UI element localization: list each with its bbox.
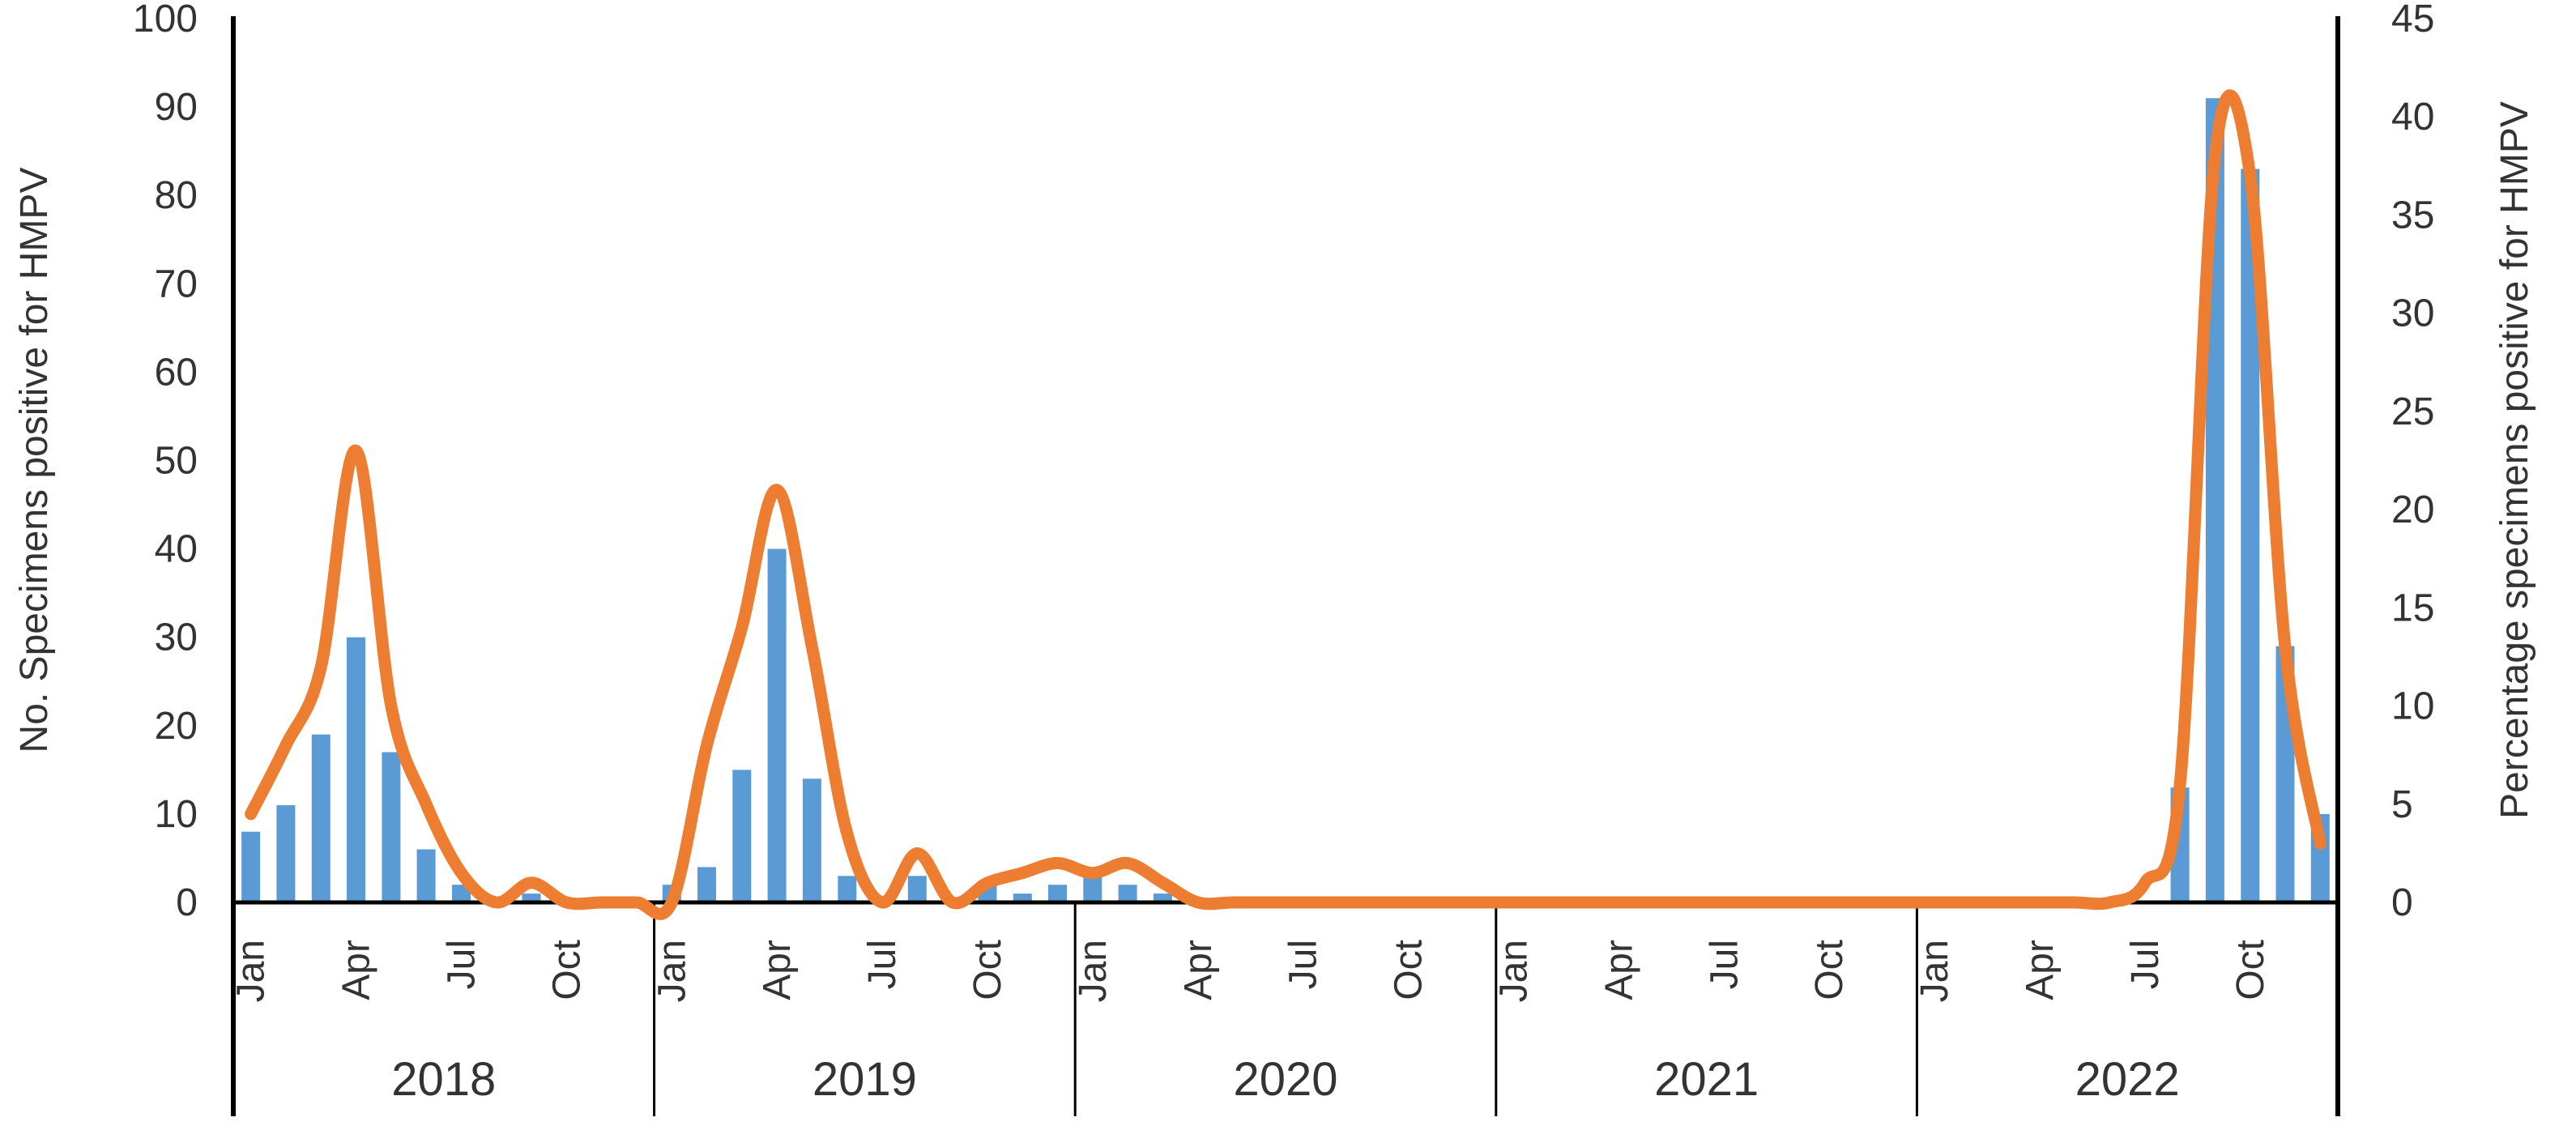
- year-label: 2021: [1654, 1053, 1759, 1106]
- right-axis-title: Percentage specimens positive for HMPV: [2493, 101, 2536, 819]
- right-axis-tick-label: 5: [2391, 783, 2413, 826]
- specimen-count-bar: [1153, 894, 1172, 902]
- left-axis-tick-label: 40: [155, 528, 198, 571]
- year-label: 2019: [812, 1053, 917, 1106]
- right-axis-tick-label: 0: [2391, 881, 2413, 924]
- right-axis-tick-label: 30: [2391, 292, 2434, 335]
- left-axis-tick-label: 10: [155, 793, 198, 836]
- year-label: 2022: [2075, 1053, 2180, 1106]
- month-tick-label: Oct: [1808, 940, 1851, 1000]
- right-axis-line: [2335, 16, 2340, 1116]
- month-tick-label: Jul: [2124, 940, 2167, 989]
- year-separator-line: [1495, 902, 1498, 1116]
- month-tick-label: Apr: [335, 940, 378, 1000]
- left-axis-tick-label: 50: [155, 440, 198, 483]
- percentage-positive-line: [245, 89, 2327, 920]
- month-tick-label: Apr: [756, 940, 799, 1000]
- left-axis-tick-label: 0: [176, 881, 198, 924]
- specimen-count-bar: [311, 734, 331, 902]
- month-tick-label: Jul: [861, 940, 904, 989]
- specimen-count-bar: [382, 752, 401, 902]
- right-axis-tick-label: 40: [2391, 96, 2434, 139]
- month-tick-label: Apr: [2019, 940, 2062, 1000]
- month-tick-label: Apr: [1597, 940, 1640, 1000]
- month-tick-label: Jan: [1913, 940, 1956, 1002]
- specimen-count-bar: [838, 876, 857, 902]
- left-axis-tick-label: 60: [155, 351, 198, 394]
- specimen-count-bar: [2241, 168, 2260, 902]
- left-axis-tick-label: 90: [155, 86, 198, 129]
- axis-labels: 0 10 20 30 40 50 60 70 80 90 100 0 5 10 15 20 25 30 35 40 45…: [133, 0, 2434, 1106]
- specimen-count-bar: [767, 548, 787, 902]
- specimen-count-bar: [276, 805, 296, 902]
- month-tick-label: Jan: [1072, 940, 1115, 1002]
- year-separator-line: [1915, 902, 1918, 1116]
- left-axis-tick-label: 30: [155, 616, 198, 659]
- specimen-count-bar: [1083, 876, 1102, 902]
- specimen-count-bar: [452, 885, 471, 902]
- month-tick-label: Oct: [2229, 940, 2272, 1000]
- month-tick-label: Oct: [545, 940, 588, 1000]
- month-tick-label: Oct: [1388, 940, 1431, 1000]
- bar-series: [241, 98, 2330, 903]
- month-tick-label: Jul: [1282, 940, 1325, 989]
- month-tick-label: Jan: [230, 940, 273, 1002]
- specimen-count-bar: [732, 770, 752, 903]
- specimen-count-bar: [522, 894, 541, 902]
- specimen-count-bar: [1013, 894, 1032, 902]
- specimen-count-bar: [697, 867, 716, 902]
- month-tick-label: Jul: [441, 940, 484, 989]
- left-axis-line: [231, 16, 236, 1116]
- year-label: 2020: [1233, 1053, 1337, 1106]
- right-axis-tick-label: 25: [2391, 390, 2434, 433]
- specimen-count-bar: [1118, 885, 1137, 902]
- specimen-count-bar: [907, 876, 927, 902]
- left-axis-title: No. Specimens positive for HMPV: [13, 168, 56, 753]
- month-tick-label: Apr: [1177, 940, 1220, 1000]
- month-tick-label: Jan: [1492, 940, 1535, 1002]
- left-axis-tick-label: 100: [133, 0, 198, 41]
- year-label: 2018: [391, 1053, 496, 1106]
- right-axis-tick-label: 35: [2391, 194, 2434, 237]
- right-axis-tick-label: 20: [2391, 488, 2434, 531]
- right-axis-tick-label: 15: [2391, 586, 2434, 629]
- percentage-line-series: [245, 89, 2327, 920]
- left-axis-tick-label: 80: [155, 174, 198, 217]
- month-tick-label: Oct: [966, 940, 1009, 1000]
- month-tick-label: Jan: [650, 940, 693, 1002]
- specimen-count-bar: [416, 849, 436, 902]
- left-axis-tick-label: 70: [155, 262, 198, 305]
- month-tick-label: Jul: [1703, 940, 1746, 989]
- year-separator-line: [653, 902, 656, 1116]
- right-axis-tick-label: 45: [2391, 0, 2434, 41]
- specimen-count-bar: [1048, 885, 1067, 902]
- specimen-count-bar: [802, 778, 821, 902]
- year-separator-line: [1073, 902, 1077, 1116]
- specimen-count-bar: [241, 831, 261, 902]
- right-axis-tick-label: 10: [2391, 685, 2434, 728]
- specimen-count-bar: [347, 637, 365, 902]
- left-axis-tick-label: 20: [155, 705, 198, 748]
